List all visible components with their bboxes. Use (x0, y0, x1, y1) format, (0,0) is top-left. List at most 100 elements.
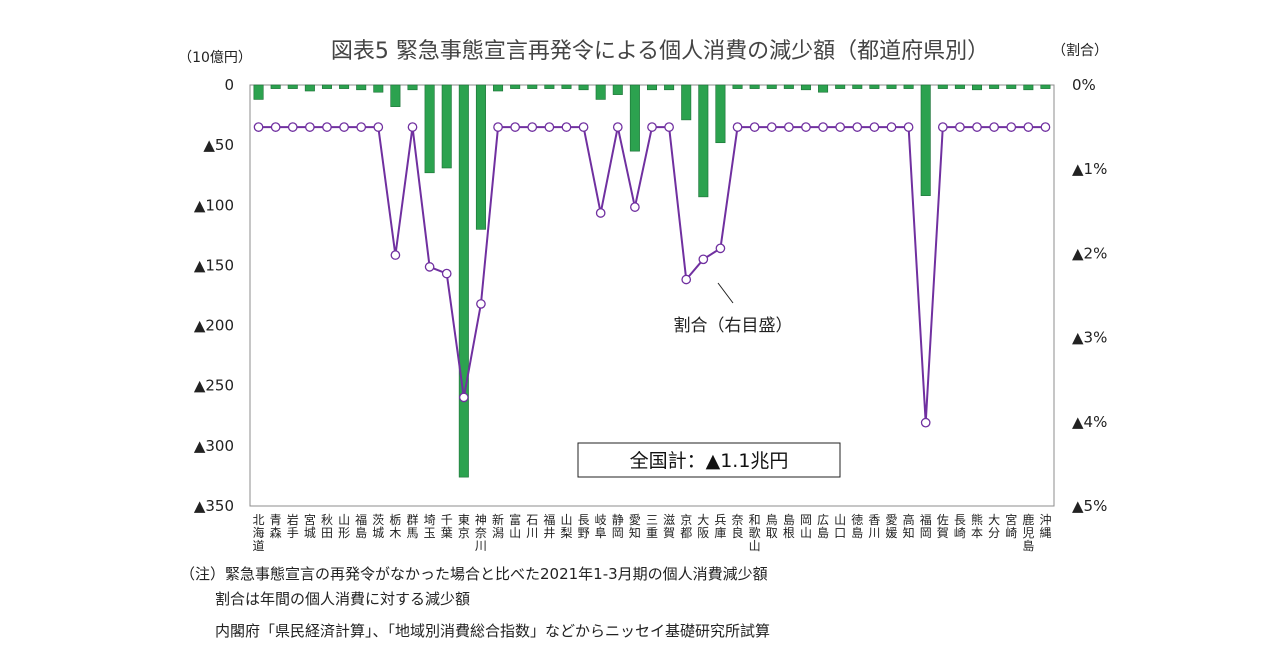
ratio-point (835, 122, 846, 132)
ratio-point (818, 122, 828, 132)
ratio-point (1023, 122, 1034, 132)
bar (304, 84, 315, 92)
bar (544, 84, 555, 89)
category-label: 群馬 (407, 513, 419, 540)
category-label: 千葉 (441, 513, 453, 540)
ratio-point (612, 122, 623, 132)
bar (886, 84, 897, 89)
category-label: 静岡 (612, 513, 624, 540)
right-tick-label: ▲3% (1072, 329, 1107, 347)
bar (390, 84, 401, 107)
ratio-point (647, 122, 657, 132)
category-label: 栃木 (389, 513, 401, 540)
bar (989, 84, 1000, 89)
bar (424, 84, 435, 174)
category-label: 福島 (355, 512, 367, 540)
ratio-point (424, 262, 435, 272)
category-label: 滋賀 (663, 513, 675, 540)
ratio-point (544, 122, 555, 132)
left-tick-label: ▲50 (203, 136, 234, 154)
bar (253, 84, 264, 100)
ratio-point (356, 122, 367, 132)
ratio-point (630, 202, 640, 212)
ratio-point (749, 122, 760, 132)
ratio-point (715, 243, 726, 254)
bar (493, 84, 504, 92)
bar (356, 84, 367, 91)
ratio-point (339, 122, 349, 132)
category-label: 京都 (680, 513, 692, 540)
bar (561, 84, 572, 89)
category-label: 兵庫 (714, 513, 726, 540)
bar (664, 84, 675, 91)
bar (732, 84, 743, 89)
category-label: 岐阜 (595, 513, 607, 540)
annotation-leader (717, 282, 734, 304)
ratio-point (578, 122, 589, 132)
category-label: 山梨 (560, 513, 572, 540)
category-label: 奈良 (732, 513, 744, 540)
category-label: 山形 (338, 513, 350, 540)
ratio-point (322, 122, 332, 132)
category-label: 青森 (270, 513, 282, 540)
bar (612, 84, 623, 95)
ratio-point (664, 122, 674, 132)
right-tick-label: ▲4% (1072, 413, 1107, 431)
category-axis: 北海道青森岩手宮城秋田山形福島茨城栃木群馬埼玉千葉東京神奈川新潟富山石川福井山梨… (253, 512, 1052, 553)
ratio-point (732, 122, 743, 132)
ratio-point (527, 122, 538, 132)
bar (749, 84, 760, 89)
bar (766, 84, 777, 89)
series-annotation: 割合（右目盛） (674, 316, 793, 336)
ratio-point (784, 122, 794, 132)
right-axis: 0% ▲1% ▲2% ▲3% ▲4% ▲5% (1072, 76, 1107, 515)
category-label: 高知 (903, 512, 915, 540)
bar (1006, 84, 1017, 89)
category-label: 島根 (783, 512, 795, 540)
bar (475, 84, 486, 230)
category-label: 沖縄 (1039, 513, 1051, 540)
ratio-point (955, 122, 965, 132)
category-label: 長野 (578, 513, 590, 540)
ratio-point (681, 274, 692, 285)
category-label: 秋田 (321, 513, 333, 540)
bar (1023, 84, 1034, 91)
ratio-point (458, 392, 469, 403)
category-label: 富山 (509, 512, 521, 540)
bar (578, 84, 589, 91)
right-axis-unit: （割合） (1052, 42, 1108, 59)
ratio-point (1006, 122, 1017, 132)
right-tick-label: ▲2% (1072, 244, 1107, 262)
bar (937, 84, 948, 89)
ratio-series (253, 122, 1051, 428)
bar (373, 84, 384, 93)
category-label: 熊本 (971, 512, 983, 540)
category-label: 北海道 (253, 513, 265, 553)
note-line-3: 内閣府「県民経済計算」、「地域別消費総合指数」などからニッセイ基礎研究所試算 (215, 622, 771, 640)
bar (1040, 84, 1051, 89)
bar-series (253, 84, 1051, 478)
ratio-point (390, 250, 401, 260)
ratio-point (801, 122, 811, 132)
left-tick-label: 0 (224, 76, 234, 94)
ratio-point (305, 122, 315, 132)
ratio-point (476, 299, 486, 309)
left-tick-label: ▲300 (194, 437, 234, 455)
bar (903, 84, 914, 89)
category-label: 佐賀 (937, 513, 949, 540)
bar (407, 84, 418, 91)
category-label: 福岡 (920, 512, 932, 540)
bar (646, 84, 658, 91)
ratio-point (852, 122, 863, 132)
ratio-point (698, 254, 709, 265)
category-label: 山口 (834, 513, 846, 540)
category-label: 大阪 (697, 513, 709, 540)
ratio-point (903, 122, 914, 132)
category-label: 宮城 (304, 512, 316, 540)
category-label: 宮崎 (1005, 512, 1017, 540)
ratio-point (869, 122, 880, 132)
left-tick-label: ▲200 (194, 317, 234, 335)
bar (835, 84, 846, 89)
bar (954, 84, 965, 89)
ratio-point (766, 122, 777, 132)
